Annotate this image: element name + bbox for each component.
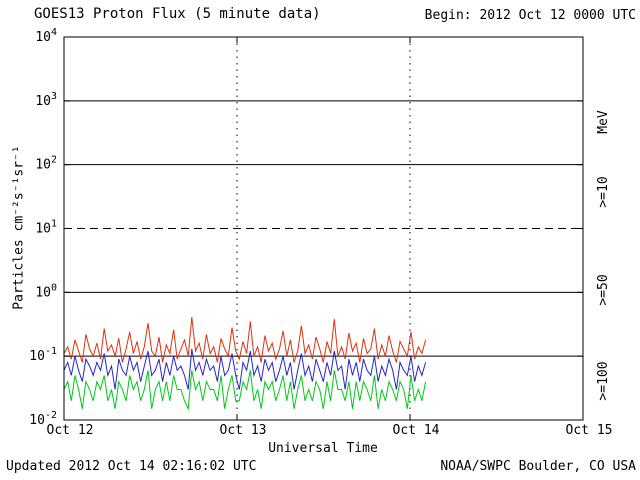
y-tick-label: 104	[35, 27, 57, 45]
begin-time-label: Begin: 2012 Oct 12 0000 UTC	[424, 8, 636, 23]
x-tick-label: Oct 13	[220, 423, 267, 438]
series-line-50mev	[63, 348, 427, 390]
series-line-10mev	[63, 317, 427, 363]
y-tick-label: 100	[35, 282, 57, 300]
y-tick-label: 10-2	[29, 410, 57, 428]
y-tick-label: 10-1	[29, 346, 57, 364]
right-axis-unit-label: MeV	[596, 110, 611, 134]
y-tick-label: 103	[35, 91, 57, 109]
y-tick-label: 101	[35, 219, 57, 237]
x-tick-label: Oct 15	[566, 423, 613, 438]
updated-timestamp: Updated 2012 Oct 14 02:16:02 UTC	[6, 459, 257, 474]
x-axis-label: Universal Time	[268, 441, 378, 456]
series-label-ge50: >=50	[596, 274, 611, 305]
series-label-ge100: >=100	[596, 361, 611, 400]
source-credit: NOAA/SWPC Boulder, CO USA	[440, 459, 636, 474]
series-line-100mev	[63, 370, 427, 411]
chart-title: GOES13 Proton Flux (5 minute data)	[34, 6, 321, 22]
plot-border	[63, 36, 584, 421]
series-label-ge10: >=10	[596, 176, 611, 207]
x-tick-label: Oct 12	[47, 423, 94, 438]
y-tick-label: 102	[35, 155, 57, 173]
x-tick-label: Oct 14	[393, 423, 440, 438]
